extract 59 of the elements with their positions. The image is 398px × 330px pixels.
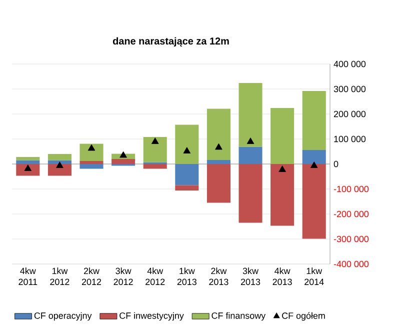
chart-title: dane narastające za 12m bbox=[112, 37, 229, 46]
bar bbox=[302, 150, 326, 164]
point bbox=[183, 147, 191, 154]
point bbox=[24, 164, 32, 171]
x-tick-label: 2kw 2013 bbox=[209, 268, 228, 286]
bar bbox=[206, 164, 230, 203]
x-tick-label: 1kw 2012 bbox=[50, 268, 70, 286]
bar bbox=[238, 146, 262, 164]
bar bbox=[175, 185, 199, 190]
x-tick-label: 4kw 2013 bbox=[272, 268, 292, 286]
y-tick-label: -400 000 bbox=[334, 260, 369, 268]
bar bbox=[270, 108, 294, 164]
x-tick-label: 2kw 2012 bbox=[82, 268, 102, 286]
bar bbox=[302, 91, 326, 150]
bar bbox=[16, 160, 40, 164]
legend-label: CF inwestycyjny bbox=[120, 312, 184, 321]
y-tick-label: 200 000 bbox=[334, 110, 366, 118]
bar bbox=[270, 164, 294, 226]
point bbox=[56, 162, 64, 168]
point bbox=[151, 138, 159, 144]
x-tick-label: 3kw 2013 bbox=[240, 268, 260, 286]
bar bbox=[302, 164, 326, 239]
legend-label: CF finansowy bbox=[212, 312, 266, 321]
point bbox=[278, 166, 286, 172]
point bbox=[246, 138, 254, 144]
x-tick-label: 1kw 2013 bbox=[177, 268, 196, 286]
legend-label: CF operacyjny bbox=[34, 312, 92, 321]
bar bbox=[80, 164, 104, 169]
point bbox=[310, 162, 318, 168]
bar bbox=[206, 160, 230, 164]
bar bbox=[80, 161, 104, 164]
bar bbox=[206, 108, 230, 160]
y-tick-label: 100 000 bbox=[334, 136, 366, 142]
bar bbox=[16, 164, 40, 176]
bar bbox=[143, 164, 167, 169]
bar bbox=[16, 157, 40, 160]
y-tick-label: 0 bbox=[334, 160, 338, 168]
point bbox=[215, 143, 222, 150]
bar bbox=[48, 164, 72, 176]
bar bbox=[238, 164, 262, 223]
y-tick-label: -200 000 bbox=[334, 210, 369, 218]
x-tick-label: 4kw 2011 bbox=[18, 268, 38, 286]
x-tick-label: 4kw 2012 bbox=[146, 268, 165, 286]
y-tick-label: -300 000 bbox=[334, 236, 369, 242]
x-tick-label: 1kw 2014 bbox=[304, 268, 324, 286]
y-tick-label: 300 000 bbox=[334, 86, 366, 92]
x-tick-label: 3kw 2012 bbox=[114, 268, 133, 286]
bar bbox=[143, 137, 167, 162]
point bbox=[88, 144, 96, 151]
bar bbox=[80, 144, 104, 161]
point bbox=[120, 151, 127, 158]
bar bbox=[175, 164, 199, 186]
legend-label: CF ogółem bbox=[282, 312, 325, 321]
bar bbox=[112, 159, 136, 164]
bar bbox=[48, 154, 72, 160]
bar bbox=[175, 124, 199, 164]
y-tick-label: -100 000 bbox=[334, 186, 369, 192]
bar bbox=[238, 83, 262, 147]
y-tick-label: 400 000 bbox=[334, 60, 366, 68]
